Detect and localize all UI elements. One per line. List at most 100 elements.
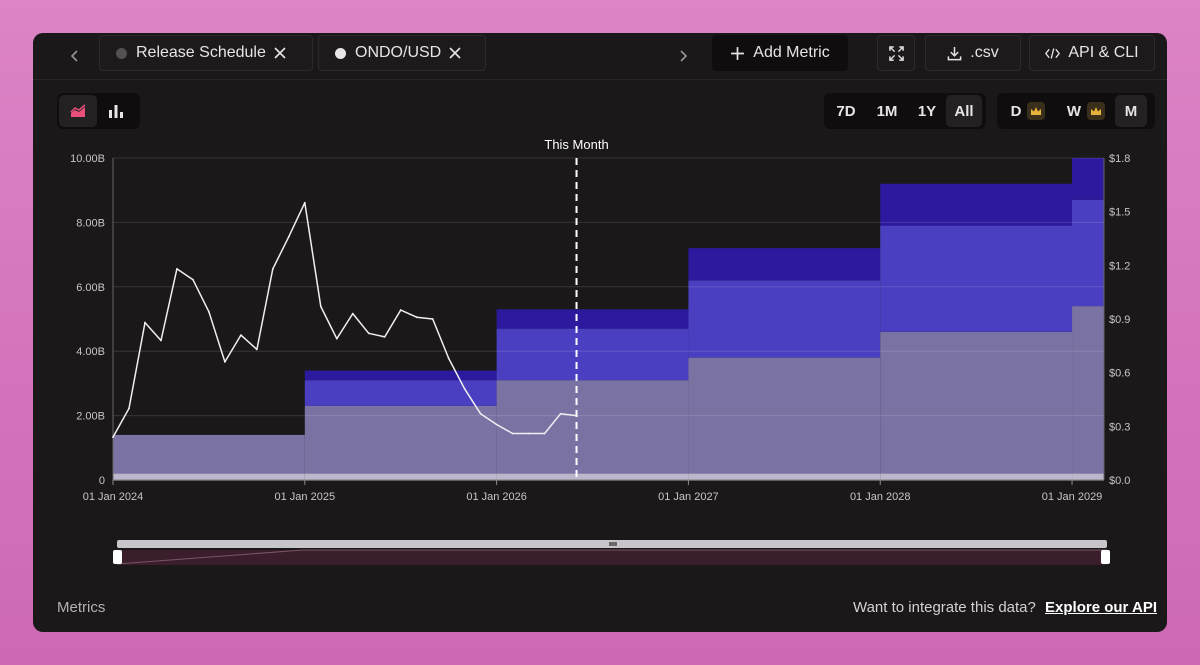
tab-ondo-usd[interactable]: ONDO/USD — [318, 35, 486, 71]
axes: 0 2.00B 4.00B 6.00B 8.00B 10.00B $0.0 $0.3 $0.6 $… — [70, 153, 1130, 503]
this-month-marker: This Month — [544, 137, 609, 480]
left-tick-label: 2.00B — [76, 411, 105, 423]
x-tick-label: 01 Jan 2026 — [466, 491, 527, 503]
brush-handle-right[interactable] — [1101, 550, 1110, 564]
price-point — [399, 309, 402, 311]
bar-chart-toggle[interactable] — [97, 95, 135, 127]
tab-label: Release Schedule — [136, 44, 266, 61]
right-tick-label: $1.8 — [1109, 153, 1130, 165]
brush-handle-left[interactable] — [113, 550, 122, 564]
tab-label: ONDO/USD — [355, 44, 442, 61]
price-point — [383, 335, 386, 338]
range-7d-button[interactable]: 7D — [836, 102, 856, 120]
api-cli-button[interactable]: API & CLI — [1029, 35, 1155, 71]
interval-m-button[interactable]: M — [1115, 95, 1147, 127]
api-promo-text: Want to integrate this data? — [852, 599, 1036, 616]
area-step-s0-p1 — [304, 473, 497, 480]
right-tick-label: $0.0 — [1109, 475, 1130, 487]
x-tick-label: 01 Jan 2025 — [275, 491, 336, 503]
area-step-s2-p2 — [496, 328, 689, 381]
download-csv-button[interactable]: .csv — [925, 35, 1021, 71]
fullscreen-button[interactable] — [877, 35, 915, 71]
price-point — [144, 321, 146, 324]
area-step-s2-p5 — [1072, 199, 1104, 307]
left-tick-label: 0 — [99, 475, 105, 487]
area-step-s3-p2 — [496, 309, 689, 329]
area-step-s3-p3 — [688, 248, 881, 281]
range-1m-button[interactable]: 1M — [876, 102, 898, 120]
price-point — [559, 412, 562, 415]
price-point — [479, 412, 482, 415]
brush-overview-line — [116, 549, 1107, 565]
interval-d-label: D — [1010, 102, 1022, 120]
x-tick-label: 01 Jan 2027 — [658, 491, 719, 503]
area-step-s2-p1 — [304, 380, 497, 406]
price-point — [112, 436, 114, 438]
left-tick-label: 6.00B — [76, 282, 105, 294]
bar-chart-icon — [109, 105, 123, 118]
x-tick-label: 01 Jan 2024 — [83, 491, 144, 503]
csv-label: .csv — [970, 44, 999, 61]
series-dot — [116, 47, 127, 59]
area-step-s1-p2 — [496, 380, 689, 474]
price-point — [160, 339, 162, 342]
tabs-prev-button[interactable] — [61, 41, 89, 71]
brush-grip — [609, 542, 617, 546]
price-point — [239, 334, 242, 336]
right-tick-label: $1.5 — [1109, 207, 1130, 219]
release-schedule-chart: 0 2.00B 4.00B 6.00B 8.00B 10.00B $0.0 $0.3 $0.6 $… — [70, 137, 1130, 565]
range-all-button[interactable]: All — [946, 95, 982, 127]
close-icon[interactable] — [274, 47, 286, 59]
interval-d-button[interactable]: D — [999, 95, 1057, 127]
right-tick-label: $0.6 — [1109, 368, 1130, 380]
tab-release-schedule[interactable]: Release Schedule — [99, 35, 313, 71]
price-point — [543, 432, 546, 435]
area-step-s1-p5 — [1072, 306, 1104, 474]
price-point — [431, 318, 434, 320]
chart-panel: Release Schedule ONDO/USD Add Metric — [33, 33, 1167, 632]
price-point — [367, 332, 370, 335]
price-point — [463, 387, 466, 390]
interval-selector: D W M — [997, 93, 1155, 129]
expand-icon — [888, 45, 904, 61]
area-step-s0-p5 — [1072, 473, 1104, 480]
price-point — [271, 268, 274, 270]
price-point — [511, 432, 514, 435]
area-chart-toggle[interactable] — [59, 95, 97, 127]
price-point — [176, 268, 178, 270]
explore-api-link[interactable]: Explore our API — [1045, 599, 1157, 616]
left-tick-label: 4.00B — [76, 346, 105, 358]
range-1y-button[interactable]: 1Y — [917, 102, 937, 120]
chevron-left-icon — [70, 50, 78, 62]
api-promo: Want to integrate this data? Explore our… — [853, 599, 1157, 616]
tabs-next-button[interactable] — [669, 41, 697, 71]
area-step-s0-p0 — [113, 473, 305, 480]
area-chart-icon — [70, 104, 86, 117]
add-metric-label: Add Metric — [753, 44, 830, 61]
x-tick-label: 01 Jan 2029 — [1042, 491, 1103, 503]
price-point — [415, 316, 418, 319]
close-icon[interactable] — [449, 47, 461, 59]
area-step-s1-p0 — [113, 434, 305, 474]
area-step-s0-p2 — [496, 473, 689, 480]
right-tick-label: $1.2 — [1109, 260, 1130, 272]
metrics-label: Metrics — [57, 599, 106, 616]
api-cli-label: API & CLI — [1068, 44, 1139, 61]
right-tick-label: $0.9 — [1109, 314, 1130, 326]
price-point — [192, 278, 194, 281]
crown-icon — [1087, 102, 1106, 120]
x-tick-label: 01 Jan 2028 — [850, 491, 911, 503]
area-step-s2-p4 — [880, 225, 1073, 332]
price-point — [128, 407, 130, 410]
code-icon — [1045, 47, 1061, 59]
add-metric-button[interactable]: Add Metric — [712, 35, 848, 71]
area-step-s3-p1 — [304, 370, 497, 381]
price-series-line — [112, 201, 577, 438]
area-layers — [113, 158, 1104, 480]
price-point — [208, 310, 210, 313]
price-point — [527, 432, 530, 435]
series-dot — [335, 47, 346, 59]
interval-w-button[interactable]: W — [1057, 95, 1115, 127]
price-point — [303, 201, 306, 204]
price-point — [447, 357, 450, 360]
